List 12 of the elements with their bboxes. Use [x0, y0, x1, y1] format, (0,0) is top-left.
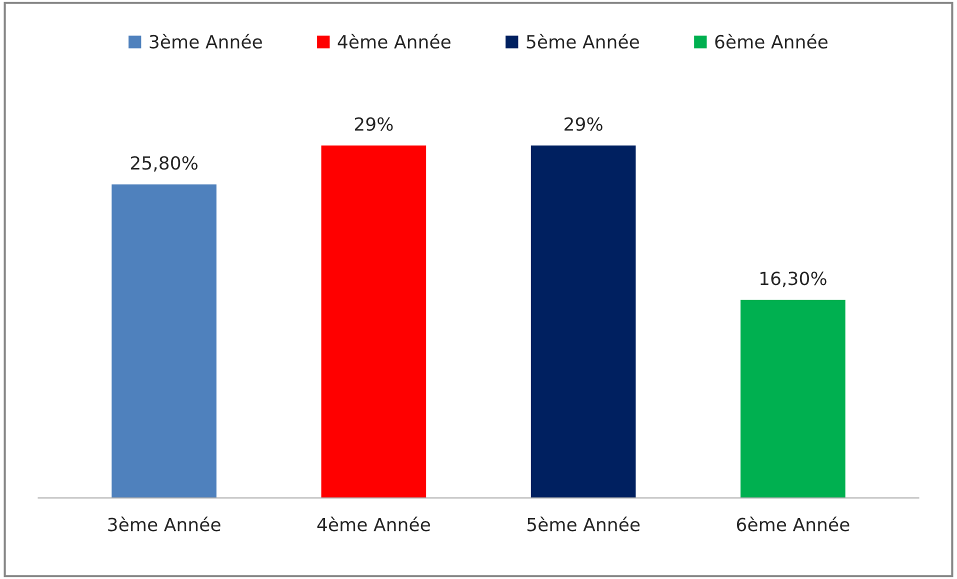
data-label: 25,80%	[130, 156, 198, 172]
x-tick-label: 4ème Année	[317, 516, 430, 532]
data-label: 16,30%	[760, 272, 826, 288]
data-label: 29%	[354, 117, 393, 131]
x-tick-label: 6ème Année	[736, 516, 850, 532]
legend-label: 3ème Année	[150, 34, 262, 49]
legend-label: 4ème Année	[338, 34, 450, 49]
legend-label: 6ème Année	[715, 34, 828, 49]
legend-label: 5ème Année	[526, 34, 639, 49]
data-label: 29%	[564, 117, 602, 131]
x-tick-label: 3ème Année	[108, 516, 220, 532]
x-tick-label: 5ème Année	[527, 516, 640, 532]
